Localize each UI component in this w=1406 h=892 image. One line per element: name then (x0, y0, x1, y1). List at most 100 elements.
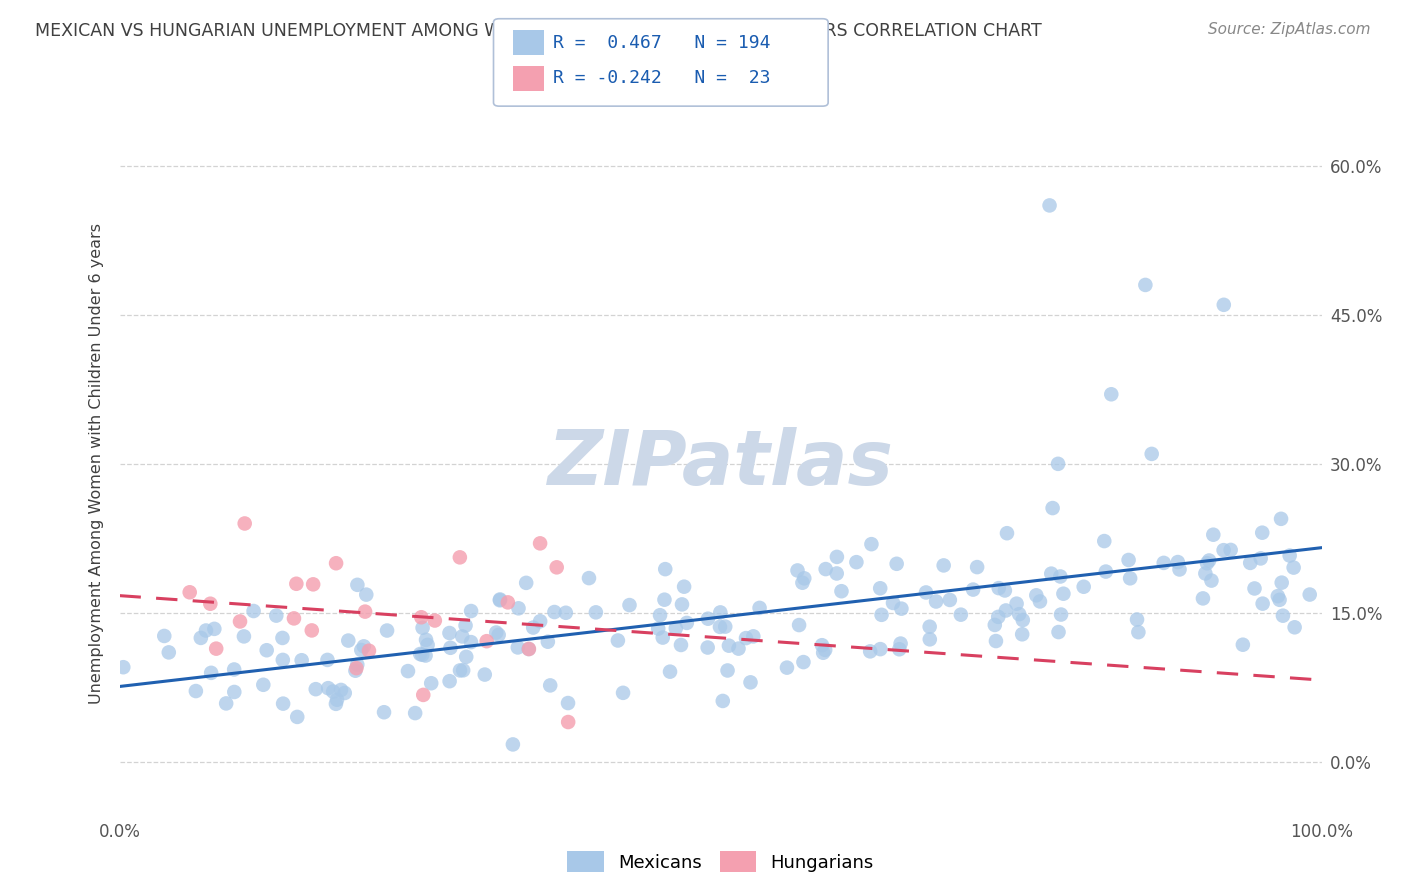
Point (415, 648, 437, 663)
Point (932, 558, 955, 573)
Point (1119, 571, 1142, 585)
Point (987, 581, 1010, 595)
Point (1047, 625, 1070, 640)
Point (845, 555, 868, 569)
Point (449, 664, 471, 678)
Point (869, 581, 891, 595)
Point (890, 601, 912, 615)
Point (814, 643, 837, 657)
Point (811, 638, 834, 652)
Point (647, 622, 669, 636)
Point (830, 584, 852, 599)
Point (233, 516, 256, 531)
Point (190, 631, 212, 645)
Point (648, 608, 671, 623)
Point (654, 592, 676, 607)
Point (1135, 277, 1157, 292)
Text: R =  0.467   N = 194: R = 0.467 N = 194 (553, 34, 770, 52)
Point (825, 566, 848, 581)
Point (939, 593, 962, 607)
Point (1126, 613, 1149, 627)
Point (439, 674, 461, 689)
Point (157, 645, 180, 659)
Point (326, 692, 349, 706)
Point (1167, 555, 1189, 569)
Point (423, 614, 446, 628)
Point (1005, 597, 1028, 611)
Point (302, 577, 325, 591)
Point (1267, 589, 1289, 603)
Point (619, 598, 641, 612)
Point (1095, 565, 1118, 579)
Point (859, 644, 882, 658)
Point (232, 629, 254, 643)
Point (112, 660, 135, 674)
Point (1195, 556, 1218, 570)
Point (506, 640, 529, 655)
Point (1198, 553, 1220, 567)
Point (860, 537, 883, 551)
Point (1011, 627, 1033, 641)
Point (793, 571, 815, 585)
Point (792, 575, 814, 590)
Point (1140, 447, 1163, 461)
Point (354, 605, 377, 619)
Point (517, 642, 540, 657)
Point (337, 633, 360, 648)
Point (1052, 587, 1074, 601)
Point (375, 624, 398, 638)
Point (350, 643, 373, 657)
Point (869, 642, 891, 657)
Point (489, 592, 512, 607)
Point (496, 595, 519, 609)
Point (918, 620, 941, 634)
Point (373, 705, 395, 719)
Point (543, 605, 565, 619)
Point (1029, 594, 1052, 608)
Point (420, 676, 443, 690)
Point (915, 585, 938, 599)
Point (502, 738, 524, 752)
Point (882, 596, 904, 610)
Point (316, 681, 339, 695)
Point (654, 562, 676, 576)
Point (454, 618, 477, 632)
Point (475, 634, 498, 648)
Point (1270, 512, 1292, 526)
Point (1282, 560, 1305, 574)
Point (740, 675, 762, 690)
Point (1025, 588, 1047, 602)
Point (1073, 580, 1095, 594)
Point (229, 615, 252, 629)
Point (460, 604, 482, 618)
Point (585, 605, 607, 619)
Point (1128, 625, 1150, 640)
Point (554, 606, 576, 620)
Point (1008, 607, 1031, 622)
Point (451, 630, 474, 644)
Point (966, 560, 988, 574)
Point (271, 653, 294, 667)
Point (517, 642, 540, 657)
Point (344, 661, 367, 675)
Point (671, 598, 693, 612)
Point (242, 604, 264, 618)
Point (346, 578, 368, 592)
Point (727, 641, 749, 656)
Point (1239, 556, 1261, 570)
Point (266, 608, 288, 623)
Point (396, 664, 419, 678)
Point (415, 632, 437, 647)
Point (697, 612, 720, 626)
Point (200, 665, 222, 680)
Point (1153, 556, 1175, 570)
Point (1250, 551, 1272, 566)
Point (1232, 638, 1254, 652)
Point (578, 571, 600, 585)
Point (995, 526, 1018, 541)
Point (1243, 582, 1265, 596)
Point (709, 606, 731, 620)
Point (987, 610, 1010, 624)
Point (205, 641, 228, 656)
Point (1038, 198, 1060, 212)
